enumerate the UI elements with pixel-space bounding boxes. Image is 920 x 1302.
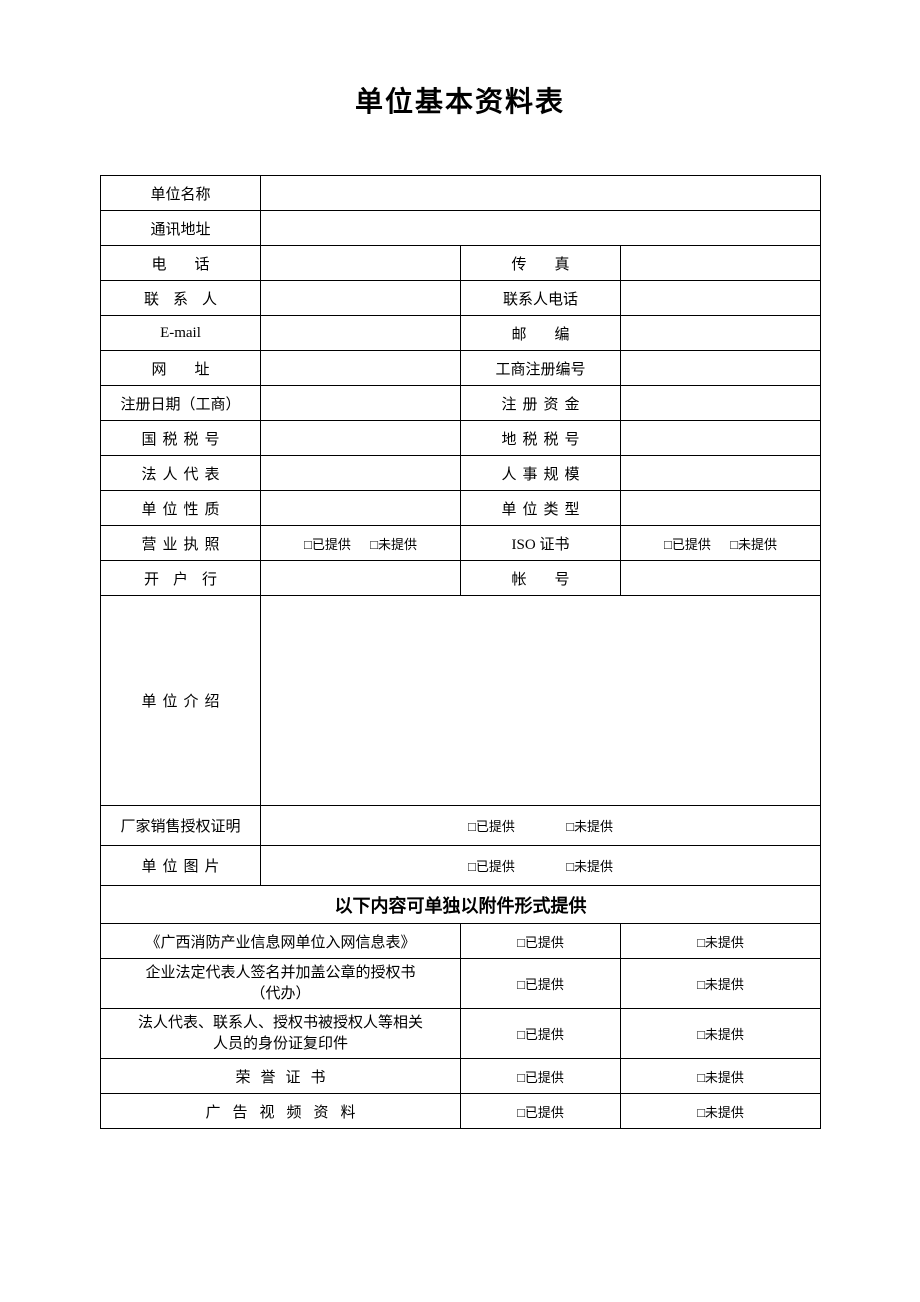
value-postcode [621, 316, 821, 351]
value-fax [621, 246, 821, 281]
label-attach2: 企业法定代表人签名并加盖公章的授权书（代办） [101, 959, 461, 1009]
label-local-tax: 地税税号 [461, 421, 621, 456]
checkbox-provided[interactable]: □已提供 [468, 816, 515, 835]
label-unit-nature: 单位性质 [101, 491, 261, 526]
label-postcode: 邮编 [461, 316, 621, 351]
checkbox-provided[interactable]: □已提供 [304, 534, 351, 553]
label-website: 网址 [101, 351, 261, 386]
label-legal-rep: 法人代表 [101, 456, 261, 491]
value-unit-name [261, 176, 821, 211]
value-unit-pic: □已提供 □未提供 [261, 846, 821, 886]
value-reg-date [261, 386, 461, 421]
label-unit-pic: 单位图片 [101, 846, 261, 886]
value-address [261, 211, 821, 246]
label-staff-size: 人事规模 [461, 456, 621, 491]
value-sales-auth: □已提供 □未提供 [261, 806, 821, 846]
label-account: 帐号 [461, 561, 621, 596]
label-attach1: 《广西消防产业信息网单位入网信息表》 [101, 924, 461, 959]
value-staff-size [621, 456, 821, 491]
attach1-provided[interactable]: □已提供 [461, 924, 621, 959]
value-email [261, 316, 461, 351]
checkbox-not-provided[interactable]: □未提供 [730, 534, 777, 553]
value-bank [261, 561, 461, 596]
checkbox-not-provided[interactable]: □未提供 [370, 534, 417, 553]
label-email: E-mail [101, 316, 261, 351]
value-local-tax [621, 421, 821, 456]
attach3-not-provided[interactable]: □未提供 [621, 1009, 821, 1059]
value-contact [261, 281, 461, 316]
label-unit-type: 单位类型 [461, 491, 621, 526]
value-biz-reg-no [621, 351, 821, 386]
attach4-not-provided[interactable]: □未提供 [621, 1059, 821, 1094]
label-contact: 联系人 [101, 281, 261, 316]
value-biz-license: □已提供 □未提供 [261, 526, 461, 561]
checkbox-provided[interactable]: □已提供 [664, 534, 711, 553]
attach2-provided[interactable]: □已提供 [461, 959, 621, 1009]
label-attach3: 法人代表、联系人、授权书被授权人等相关人员的身份证复印件 [101, 1009, 461, 1059]
info-table: 单位名称 通讯地址 电话 传真 联系人 联系人电话 E-mail 邮编 网址 工… [100, 175, 821, 1129]
attach5-provided[interactable]: □已提供 [461, 1094, 621, 1129]
label-phone: 电话 [101, 246, 261, 281]
checkbox-not-provided[interactable]: □未提供 [566, 816, 613, 835]
attach5-not-provided[interactable]: □未提供 [621, 1094, 821, 1129]
value-website [261, 351, 461, 386]
label-biz-reg-no: 工商注册编号 [461, 351, 621, 386]
value-phone [261, 246, 461, 281]
page-title: 单位基本资料表 [100, 80, 820, 120]
checkbox-not-provided[interactable]: □未提供 [566, 856, 613, 875]
value-reg-capital [621, 386, 821, 421]
value-unit-type [621, 491, 821, 526]
label-attach5: 广告视频资料 [101, 1094, 461, 1129]
value-unit-intro [261, 596, 821, 806]
label-reg-date: 注册日期（工商） [101, 386, 261, 421]
label-unit-intro: 单位介绍 [101, 596, 261, 806]
checkbox-provided[interactable]: □已提供 [468, 856, 515, 875]
attach3-provided[interactable]: □已提供 [461, 1009, 621, 1059]
label-sales-auth: 厂家销售授权证明 [101, 806, 261, 846]
attach2-not-provided[interactable]: □未提供 [621, 959, 821, 1009]
label-national-tax: 国税税号 [101, 421, 261, 456]
label-iso-cert: ISO 证书 [461, 526, 621, 561]
label-reg-capital: 注册资金 [461, 386, 621, 421]
label-address: 通讯地址 [101, 211, 261, 246]
attach4-provided[interactable]: □已提供 [461, 1059, 621, 1094]
attach1-not-provided[interactable]: □未提供 [621, 924, 821, 959]
value-legal-rep [261, 456, 461, 491]
label-bank: 开户行 [101, 561, 261, 596]
label-fax: 传真 [461, 246, 621, 281]
value-unit-nature [261, 491, 461, 526]
label-attach4: 荣誉证书 [101, 1059, 461, 1094]
section-header: 以下内容可单独以附件形式提供 [101, 886, 821, 924]
value-contact-phone [621, 281, 821, 316]
label-contact-phone: 联系人电话 [461, 281, 621, 316]
label-biz-license: 营业执照 [101, 526, 261, 561]
value-national-tax [261, 421, 461, 456]
value-iso-cert: □已提供 □未提供 [621, 526, 821, 561]
label-unit-name: 单位名称 [101, 176, 261, 211]
value-account [621, 561, 821, 596]
